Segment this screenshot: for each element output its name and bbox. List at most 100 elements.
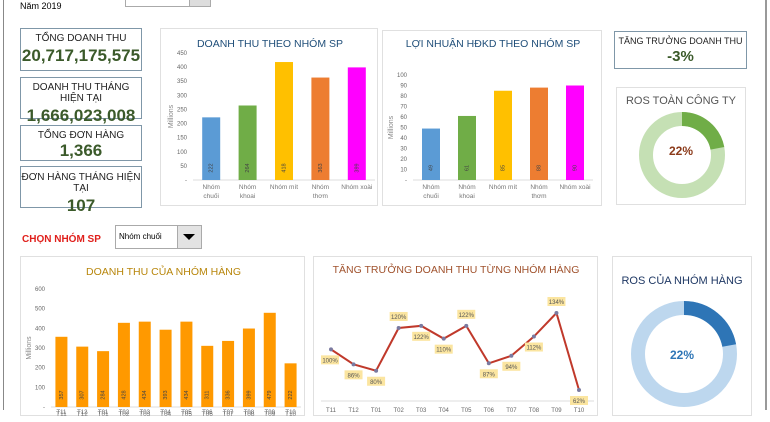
kpi-total-revenue: TỔNG DOANH THU 20,717,175,575 (20, 28, 142, 71)
x-tick-label: Nhóm (239, 184, 256, 191)
y-tick-label: 300 (35, 346, 46, 352)
data-label: 61 (464, 165, 470, 171)
kpi-label: TỔNG DOANH THU (35, 33, 127, 44)
data-label: 264 (245, 163, 251, 172)
kpi-value: 1,666,023,008 (26, 106, 136, 125)
y-axis-label: Millions (388, 115, 395, 139)
y-tick-label: 20 (400, 157, 407, 163)
y-tick-label: 400 (35, 326, 46, 332)
data-label-bg (367, 376, 386, 386)
data-label: 110% (436, 348, 452, 354)
data-point (554, 311, 559, 315)
kpi-value: 107 (66, 196, 96, 215)
y-tick-label: 60 (400, 115, 407, 121)
data-label-bg (412, 331, 431, 341)
data-label: 479 (267, 390, 273, 399)
series-line (330, 311, 580, 391)
data-point (464, 323, 469, 328)
chart-title: TĂNG TRƯỞNG DOANH THU TỪNG NHÓM HÀNG (333, 263, 580, 276)
bar (284, 363, 297, 407)
bar (311, 77, 330, 180)
bar (76, 346, 89, 407)
x-tick-label: Nhóm mít (270, 184, 298, 191)
data-point (396, 325, 401, 330)
data-label-bg (389, 311, 408, 321)
chart-revenue-by-group: DOANH THU THEO NHÓM SP Millions - 50 100 150 2… (160, 28, 378, 206)
y-tick-label: 500 (35, 307, 46, 313)
x-tick-label-line2: thơm (313, 193, 328, 200)
data-label: 399 (354, 163, 360, 172)
ros-group-value: 22% (669, 348, 695, 362)
data-label: 357 (59, 390, 65, 399)
kpi-value: 1,366 (59, 141, 103, 160)
bar (530, 87, 548, 180)
data-label: 86% (348, 373, 361, 379)
x-tick-label: T08 (244, 410, 255, 416)
data-point (419, 323, 424, 328)
x-tick-label: T04 (160, 410, 171, 416)
data-label: 87% (483, 372, 496, 378)
year-label: Năm 2019 (20, 1, 62, 11)
y-tick-label: 80 (400, 94, 407, 100)
x-tick-label: Nhóm (458, 184, 475, 191)
data-label: 49 (428, 165, 434, 171)
y-tick-label: 200 (177, 122, 188, 128)
x-tick-label: Nhóm (530, 184, 547, 191)
x-tick-label: Nhóm (422, 184, 439, 191)
x-tick-label: T04 (439, 408, 450, 414)
kpi-month-revenue: DOANH THU THÁNG HIỆN TẠI 1,666,023,008 (20, 77, 142, 125)
donut-value-arc (639, 112, 725, 198)
data-label-bg (479, 369, 498, 379)
ros-group-title: ROS CỦA NHÓM HÀNG (621, 275, 743, 287)
x-tick-label: T06 (202, 410, 213, 416)
y-axis-label: Millions (168, 104, 175, 128)
bar (117, 322, 130, 407)
y-tick-label: 350 (177, 79, 188, 85)
selector-label: CHỌN NHÓM SP (22, 234, 101, 245)
ros-company-title: ROS TOÀN CÔNG TY (625, 95, 737, 107)
y-tick-label: 50 (180, 164, 187, 170)
y-tick-label: 10 (400, 168, 407, 174)
data-label: 434 (184, 390, 190, 399)
y-tick-label: - (43, 405, 45, 411)
data-label: 112% (526, 346, 542, 352)
y-tick-label: 100 (35, 385, 46, 391)
data-label: 90 (572, 165, 578, 171)
kpi-label: DOANH THU THÁNG HIỆN TẠI (32, 82, 130, 104)
y-tick-label: 30 (400, 147, 407, 153)
x-tick-label: Nhóm (312, 184, 329, 191)
x-tick-label: T11 (56, 410, 67, 416)
bar (138, 321, 151, 407)
data-label: 428 (121, 390, 127, 399)
y-tick-label: 450 (177, 51, 188, 57)
data-label-bg (570, 396, 588, 405)
x-tick-label: T08 (529, 408, 540, 414)
data-point (374, 368, 379, 373)
y-tick-label: 200 (35, 366, 46, 372)
bar (347, 67, 366, 180)
x-tick-label: T01 (371, 408, 382, 414)
y-tick-label: 100 (397, 73, 408, 79)
year-dropdown[interactable] (125, 0, 211, 7)
x-tick-label: T02 (393, 408, 404, 414)
x-tick-label: T05 (461, 408, 472, 414)
bar (55, 336, 68, 407)
data-label-bg (547, 297, 566, 306)
data-label-bg (321, 355, 339, 365)
y-tick-label: - (185, 178, 187, 184)
x-tick-label: T09 (265, 410, 276, 416)
bar (263, 312, 276, 407)
y-tick-label: 600 (35, 287, 46, 293)
group-dropdown[interactable]: Nhóm chuối (115, 225, 202, 249)
bar (159, 329, 172, 407)
chart-title: DOANH THU CỦA NHÓM HÀNG (86, 265, 241, 278)
data-label: 222 (209, 163, 215, 172)
x-tick-label: T12 (77, 410, 88, 416)
data-label-bg (502, 361, 521, 371)
data-point (486, 361, 491, 366)
y-tick-label: 300 (177, 93, 188, 99)
x-tick-label: Nhóm xoài (559, 184, 590, 191)
group-dropdown-value: Nhóm chuối (119, 232, 162, 241)
scrollbar[interactable] (765, 0, 767, 410)
bar (201, 345, 214, 407)
